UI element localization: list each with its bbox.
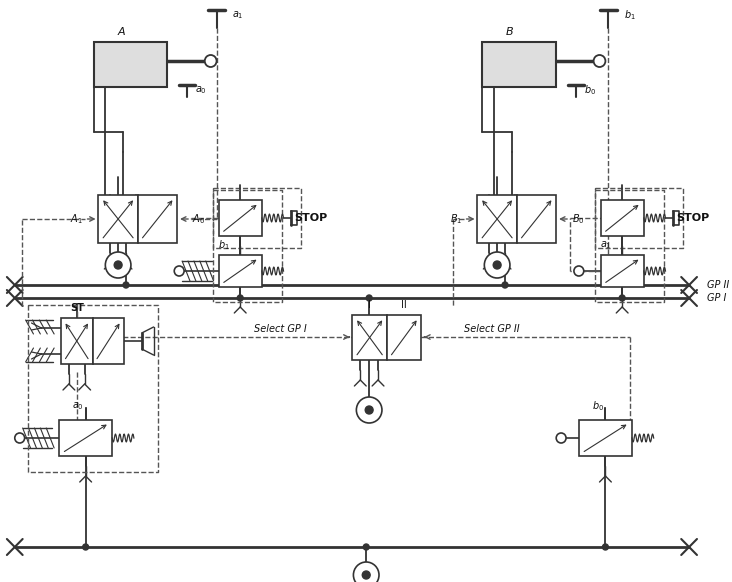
Bar bbox=[61, 318, 92, 364]
Bar bbox=[138, 195, 177, 243]
Text: $B_0$: $B_0$ bbox=[572, 212, 584, 226]
Text: $b_0$: $b_0$ bbox=[583, 83, 596, 97]
Text: $b_1$: $b_1$ bbox=[624, 8, 636, 22]
Text: GP I: GP I bbox=[707, 293, 726, 303]
Text: ST: ST bbox=[70, 303, 83, 313]
Circle shape bbox=[237, 295, 243, 301]
Circle shape bbox=[105, 252, 131, 278]
Text: $a_0$: $a_0$ bbox=[195, 84, 206, 96]
Bar bbox=[387, 315, 422, 360]
Text: GP II: GP II bbox=[707, 280, 729, 290]
Circle shape bbox=[502, 282, 508, 288]
Text: B: B bbox=[506, 27, 514, 37]
Circle shape bbox=[205, 55, 217, 67]
Circle shape bbox=[354, 562, 379, 582]
Circle shape bbox=[15, 433, 25, 443]
Bar bbox=[352, 315, 387, 360]
Text: $a_1$: $a_1$ bbox=[600, 239, 611, 251]
Circle shape bbox=[365, 406, 373, 414]
Text: Select GP I: Select GP I bbox=[254, 324, 307, 334]
Bar bbox=[219, 255, 262, 287]
Text: A: A bbox=[117, 27, 125, 37]
Circle shape bbox=[83, 544, 89, 550]
Text: Select GP II: Select GP II bbox=[464, 324, 520, 334]
Circle shape bbox=[356, 397, 382, 423]
Circle shape bbox=[366, 295, 372, 301]
Circle shape bbox=[123, 282, 129, 288]
Bar bbox=[477, 195, 517, 243]
Bar bbox=[600, 200, 644, 236]
Text: STOP: STOP bbox=[294, 213, 328, 223]
Text: $A_0$: $A_0$ bbox=[193, 212, 206, 226]
Text: $A_1$: $A_1$ bbox=[70, 212, 83, 226]
Text: $b_0$: $b_0$ bbox=[591, 399, 604, 413]
Text: $B_1$: $B_1$ bbox=[449, 212, 462, 226]
Text: $a_0$: $a_0$ bbox=[72, 400, 83, 412]
Text: $a_1$: $a_1$ bbox=[233, 9, 244, 21]
Circle shape bbox=[602, 544, 608, 550]
Bar bbox=[98, 195, 138, 243]
Bar bbox=[219, 200, 262, 236]
Text: II: II bbox=[400, 300, 406, 310]
Bar bbox=[59, 420, 112, 456]
Text: $b_1$: $b_1$ bbox=[217, 238, 229, 252]
Circle shape bbox=[174, 266, 184, 276]
Bar bbox=[600, 255, 644, 287]
Circle shape bbox=[574, 266, 583, 276]
Circle shape bbox=[556, 433, 566, 443]
Bar bbox=[92, 318, 124, 364]
Circle shape bbox=[362, 571, 370, 579]
Text: I: I bbox=[367, 300, 370, 310]
Bar bbox=[94, 42, 168, 87]
Bar bbox=[579, 420, 632, 456]
Text: STOP: STOP bbox=[676, 213, 709, 223]
Circle shape bbox=[594, 55, 605, 67]
Circle shape bbox=[114, 261, 122, 269]
Circle shape bbox=[493, 261, 501, 269]
Circle shape bbox=[619, 295, 625, 301]
Bar bbox=[482, 42, 556, 87]
Circle shape bbox=[485, 252, 510, 278]
Bar bbox=[517, 195, 556, 243]
Circle shape bbox=[363, 544, 369, 550]
